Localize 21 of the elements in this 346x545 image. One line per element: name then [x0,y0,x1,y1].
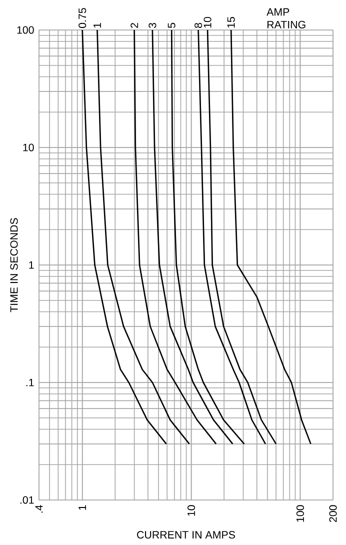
y-tick-label: .1 [26,378,34,386]
text: 5 [168,22,176,28]
text: AMP RATING [266,8,306,28]
x-axis-title: CURRENT IN AMPS [137,531,235,539]
y-tick-label: 1 [29,261,34,269]
x-tick-label: 200 [329,505,337,522]
text: 15 [227,16,235,28]
y-axis-title: TIME IN SECONDS [10,218,18,312]
x-tick-label: 100 [296,505,304,522]
text: 0.75 [78,8,86,28]
x-tick-label: 1 [78,505,86,510]
text: 8 [194,22,202,28]
y-tick-label: .01 [20,496,34,504]
text: 1 [94,22,101,28]
y-tick-label: 100 [17,26,34,34]
text: 2 [130,23,138,28]
x-tick-label: .4 [35,505,43,513]
text: 10 [204,16,212,28]
x-tick-label: 10 [188,505,196,516]
y-tick-label: 10 [23,144,34,152]
text: 3 [148,22,156,28]
